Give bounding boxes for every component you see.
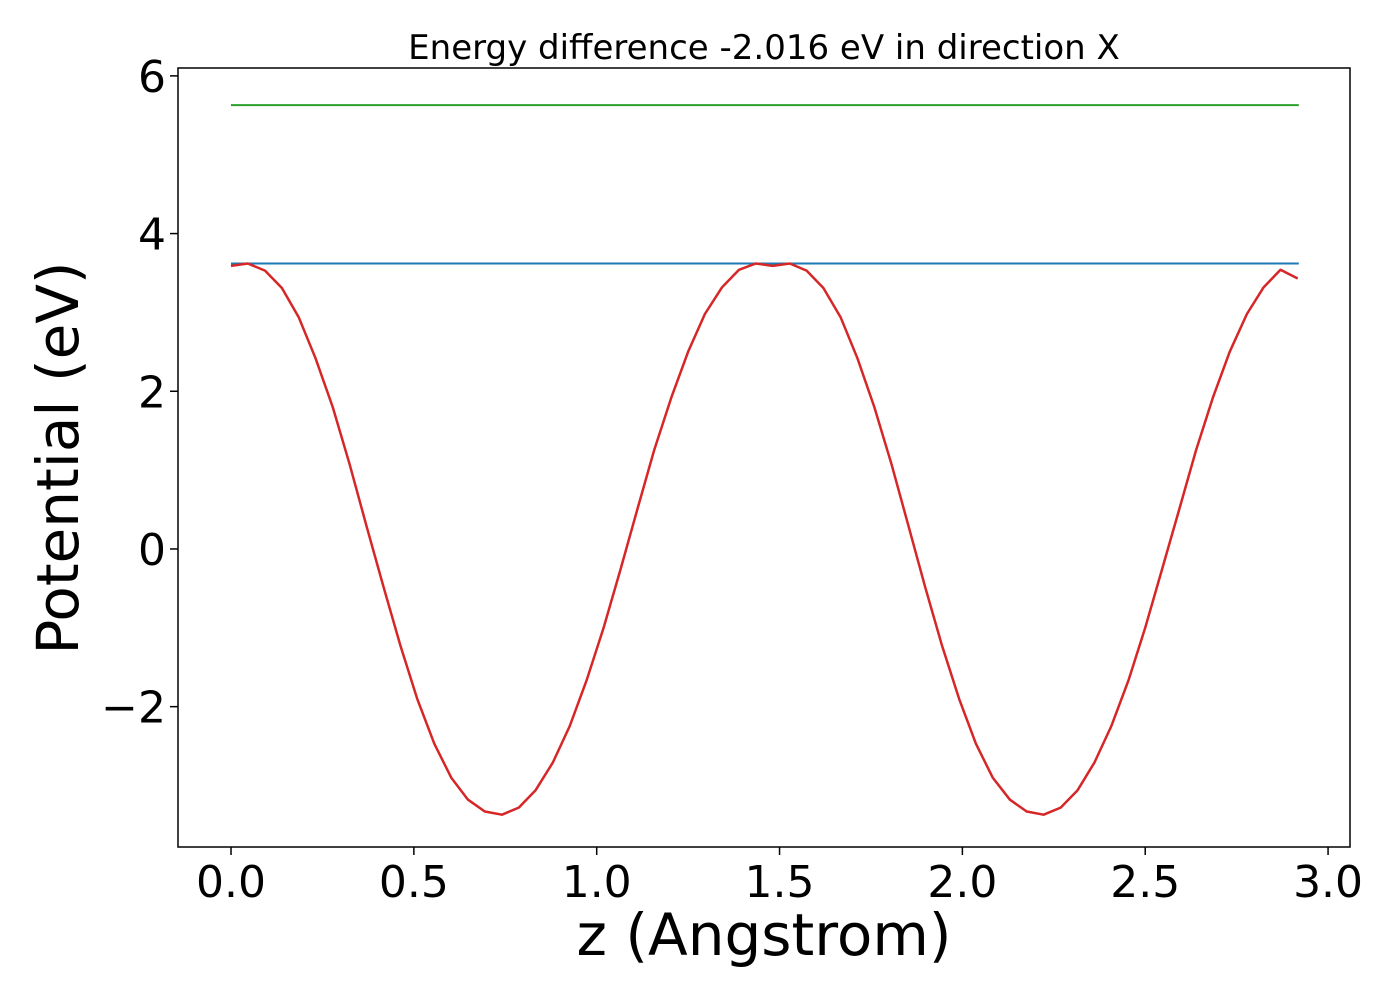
plot-frame — [177, 67, 1351, 848]
potential-curve — [230, 262, 1299, 816]
x-axis-label: z (Angstrom) — [577, 901, 952, 969]
plot-area — [177, 67, 1351, 848]
x-tick-label: 0.0 — [196, 857, 266, 908]
chart-title: Energy difference -2.016 eV in direction… — [408, 28, 1120, 68]
y-tick-label: 2 — [138, 367, 166, 418]
y-axis-label: Potential (eV) — [24, 261, 92, 654]
x-tick-label: 3.0 — [1293, 857, 1363, 908]
y-tick-label: 6 — [138, 52, 166, 103]
y-tick-label: −2 — [101, 683, 166, 734]
x-tick-label: 1.5 — [745, 857, 815, 908]
series-layer — [230, 104, 1299, 816]
x-tick-label: 2.5 — [1110, 857, 1180, 908]
x-tick-label: 2.0 — [927, 857, 997, 908]
y-axis-ticks: −2 0 2 4 6 — [101, 52, 178, 734]
y-tick-label: 0 — [138, 525, 166, 576]
y-tick-label: 4 — [138, 210, 166, 261]
x-axis-ticks: 0.0 0.5 1.0 1.5 2.0 2.5 3.0 — [196, 847, 1363, 908]
x-tick-label: 1.0 — [562, 857, 632, 908]
x-tick-label: 0.5 — [379, 857, 449, 908]
